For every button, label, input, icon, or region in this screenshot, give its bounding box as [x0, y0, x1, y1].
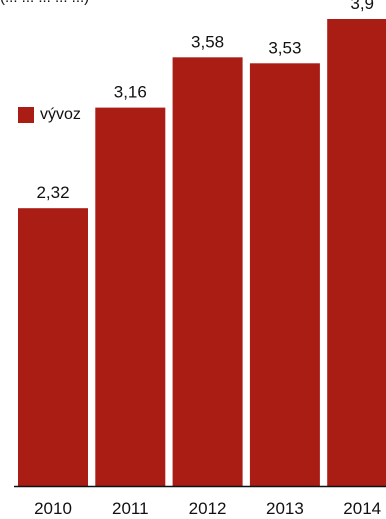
x-tick-label-2012: 2012: [189, 499, 227, 518]
legend-swatch: [18, 107, 34, 123]
chart-title: (... ... ... ... ...): [0, 0, 200, 11]
legend: vývoz: [18, 106, 81, 124]
x-tick-label-2010: 2010: [34, 499, 72, 518]
bar-2013: [249, 63, 320, 487]
x-tick-label-2013: 2013: [266, 499, 304, 518]
x-tick-label-2011: 2011: [112, 499, 149, 518]
x-tick-label-2014: 2014: [343, 499, 381, 518]
bar-2012: [172, 57, 243, 487]
data-label-2011: 3,16: [114, 83, 147, 102]
data-label-2013: 3,53: [268, 38, 301, 57]
bar-2010: [18, 208, 88, 486]
data-label-2012: 3,58: [191, 32, 224, 51]
bar-2011: [95, 107, 166, 486]
data-label-2014: 3,9: [350, 0, 374, 13]
data-label-2010: 2,32: [36, 183, 69, 202]
legend-label: vývoz: [40, 106, 81, 123]
bar-2014: [327, 19, 386, 486]
